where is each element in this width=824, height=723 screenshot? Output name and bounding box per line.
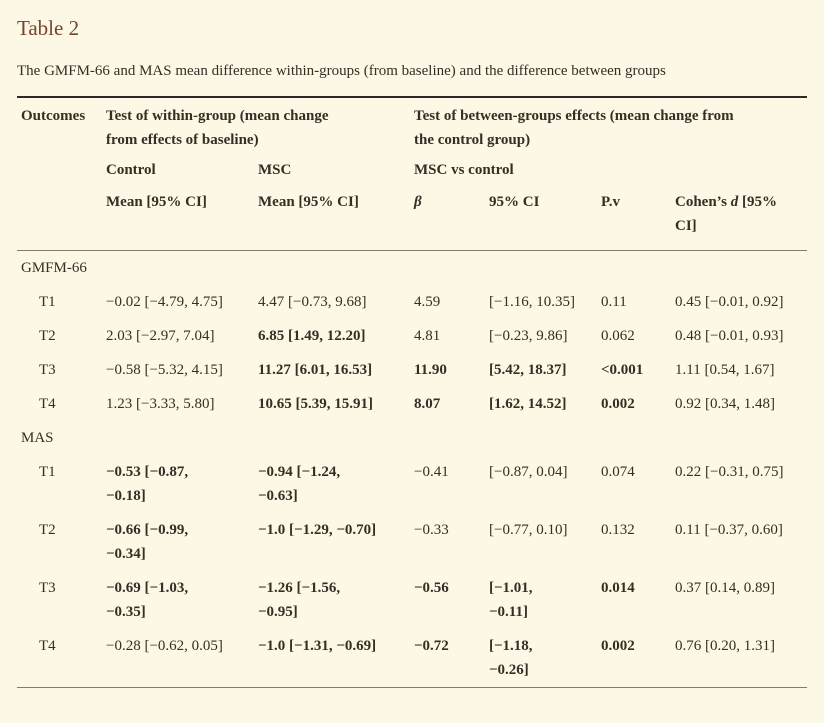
- header-row-stats: Mean [95% CI] Mean [95% CI] β 95% CI P.v…: [17, 182, 808, 251]
- header-pvalue: P.v: [597, 182, 671, 251]
- cell-msc-mean-ci: −0.94 [−1.24, −0.63]: [258, 464, 341, 504]
- cell-cohens-d: 0.45 [−0.01, 0.92]: [675, 294, 784, 310]
- cohens-suffix: [95% CI]: [675, 194, 777, 234]
- cell-beta: 4.81: [414, 328, 441, 344]
- cell-95ci: [−1.16, 10.35]: [489, 294, 575, 310]
- header-row-arms: Control MSC MSC vs control: [17, 152, 807, 182]
- section-row-mas: MAS: [17, 421, 807, 455]
- section-label: MAS: [21, 430, 54, 446]
- beta-symbol: β: [414, 194, 422, 210]
- page-title: Table 2: [17, 16, 80, 40]
- cell-pvalue: 0.132: [601, 522, 635, 538]
- cell-cohens-d: 1.11 [0.54, 1.67]: [675, 362, 775, 378]
- header-cohens-d: Cohen’s d [95% CI]: [671, 182, 808, 251]
- table-row-mas-t3: T3 −0.69 [−1.03, −0.35] −1.26 [−1.56, −0…: [17, 571, 807, 629]
- cell-95ci: [−0.77, 0.10]: [489, 522, 568, 538]
- header-empty-2: [17, 182, 102, 251]
- cell-beta: −0.41: [414, 464, 449, 480]
- results-table: Outcomes Test of within-group (mean chan…: [17, 96, 808, 688]
- table-row-mas-t1: T1 −0.53 [−0.87, −0.18] −0.94 [−1.24, −0…: [17, 455, 807, 513]
- cell-msc-mean-ci: 11.27 [6.01, 16.53]: [258, 362, 373, 378]
- cell-control-mean-ci: 2.03 [−2.97, 7.04]: [106, 328, 215, 344]
- header-row-groups: Outcomes Test of within-group (mean chan…: [17, 97, 807, 152]
- cell-pvalue: 0.11: [601, 294, 627, 310]
- header-95ci: 95% CI: [485, 182, 597, 251]
- cell-control-mean-ci: −0.58 [−5.32, 4.15]: [106, 362, 223, 378]
- cell-pvalue: 0.062: [601, 328, 635, 344]
- cell-msc-mean-ci: 4.47 [−0.73, 9.68]: [258, 294, 367, 310]
- cell-beta: −0.56: [414, 580, 449, 596]
- table-row-mas-t2: T2 −0.66 [−0.99, −0.34] −1.0 [−1.29, −0.…: [17, 513, 807, 571]
- header-msc-vs-control: MSC vs control: [414, 162, 514, 178]
- cell-pvalue: 0.002: [601, 396, 635, 412]
- cell-msc-mean-ci: 6.85 [1.49, 12.20]: [258, 328, 366, 344]
- header-empty-1: [17, 152, 102, 182]
- cell-beta: 8.07: [414, 396, 441, 412]
- cell-time: T2: [39, 522, 56, 538]
- cell-time: T1: [39, 294, 56, 310]
- cell-cohens-d: 0.92 [0.34, 1.48]: [675, 396, 775, 412]
- header-outcomes: Outcomes: [21, 108, 86, 124]
- cell-95ci: [−0.87, 0.04]: [489, 464, 568, 480]
- section-row-gmfm66: GMFM-66: [17, 251, 807, 286]
- cell-cohens-d: 0.37 [0.14, 0.89]: [675, 580, 775, 596]
- cell-cohens-d: 0.22 [−0.31, 0.75]: [675, 464, 784, 480]
- header-between-groups: Test of between-groups effects (mean cha…: [414, 108, 734, 148]
- section-label: GMFM-66: [21, 260, 87, 276]
- article-table-page: Table 2 The GMFM-66 and MAS mean differe…: [0, 15, 824, 688]
- cell-beta: −0.33: [414, 522, 449, 538]
- header-mean-ci-control: Mean [95% CI]: [102, 182, 254, 251]
- table-row-gmfm-t4: T4 1.23 [−3.33, 5.80] 10.65 [5.39, 15.91…: [17, 387, 807, 421]
- table-subtitle: The GMFM-66 and MAS mean difference with…: [17, 63, 666, 79]
- cohens-prefix: Cohen’s: [675, 194, 731, 210]
- cell-time: T4: [39, 638, 56, 654]
- cell-control-mean-ci: −0.28 [−0.62, 0.05]: [106, 638, 223, 654]
- cell-msc-mean-ci: −1.0 [−1.31, −0.69]: [258, 638, 377, 654]
- cell-pvalue: 0.074: [601, 464, 635, 480]
- table-row-gmfm-t2: T2 2.03 [−2.97, 7.04] 6.85 [1.49, 12.20]…: [17, 319, 807, 353]
- cell-time: T3: [39, 580, 56, 596]
- cell-control-mean-ci: −0.53 [−0.87, −0.18]: [106, 464, 189, 504]
- cell-pvalue: <0.001: [601, 362, 644, 378]
- cell-control-mean-ci: −0.69 [−1.03, −0.35]: [106, 580, 189, 620]
- cell-pvalue: 0.002: [601, 638, 635, 654]
- cell-pvalue: 0.014: [601, 580, 635, 596]
- table-row-mas-t4: T4 −0.28 [−0.62, 0.05] −1.0 [−1.31, −0.6…: [17, 629, 807, 688]
- cell-cohens-d: 0.76 [0.20, 1.31]: [675, 638, 775, 654]
- cell-95ci: [−0.23, 9.86]: [489, 328, 568, 344]
- cell-time: T1: [39, 464, 56, 480]
- cell-cohens-d: 0.11 [−0.37, 0.60]: [675, 522, 783, 538]
- cell-control-mean-ci: 1.23 [−3.33, 5.80]: [106, 396, 215, 412]
- cell-95ci: [−1.18, −0.26]: [489, 638, 533, 678]
- cell-control-mean-ci: −0.66 [−0.99, −0.34]: [106, 522, 189, 562]
- header-mean-ci-msc: Mean [95% CI]: [254, 182, 410, 251]
- table-row-gmfm-t3: T3 −0.58 [−5.32, 4.15] 11.27 [6.01, 16.5…: [17, 353, 807, 387]
- cohens-d-italic: d: [730, 194, 739, 210]
- header-beta: β: [410, 182, 485, 251]
- cell-msc-mean-ci: 10.65 [5.39, 15.91]: [258, 396, 373, 412]
- cell-time: T4: [39, 396, 56, 412]
- cell-msc-mean-ci: −1.0 [−1.29, −0.70]: [258, 522, 377, 538]
- cell-cohens-d: 0.48 [−0.01, 0.93]: [675, 328, 784, 344]
- cell-95ci: [1.62, 14.52]: [489, 396, 567, 412]
- cell-95ci: [5.42, 18.37]: [489, 362, 567, 378]
- cell-95ci: [−1.01, −0.11]: [489, 580, 533, 620]
- cell-beta: 11.90: [414, 362, 447, 378]
- cell-time: T3: [39, 362, 56, 378]
- header-control: Control: [106, 162, 156, 178]
- cell-control-mean-ci: −0.02 [−4.79, 4.75]: [106, 294, 223, 310]
- cell-time: T2: [39, 328, 56, 344]
- cell-beta: −0.72: [414, 638, 449, 654]
- header-msc: MSC: [258, 162, 292, 178]
- cell-msc-mean-ci: −1.26 [−1.56, −0.95]: [258, 580, 341, 620]
- table-row-gmfm-t1: T1 −0.02 [−4.79, 4.75] 4.47 [−0.73, 9.68…: [17, 285, 807, 319]
- header-within-group: Test of within-group (mean change from e…: [106, 108, 329, 148]
- cell-beta: 4.59: [414, 294, 441, 310]
